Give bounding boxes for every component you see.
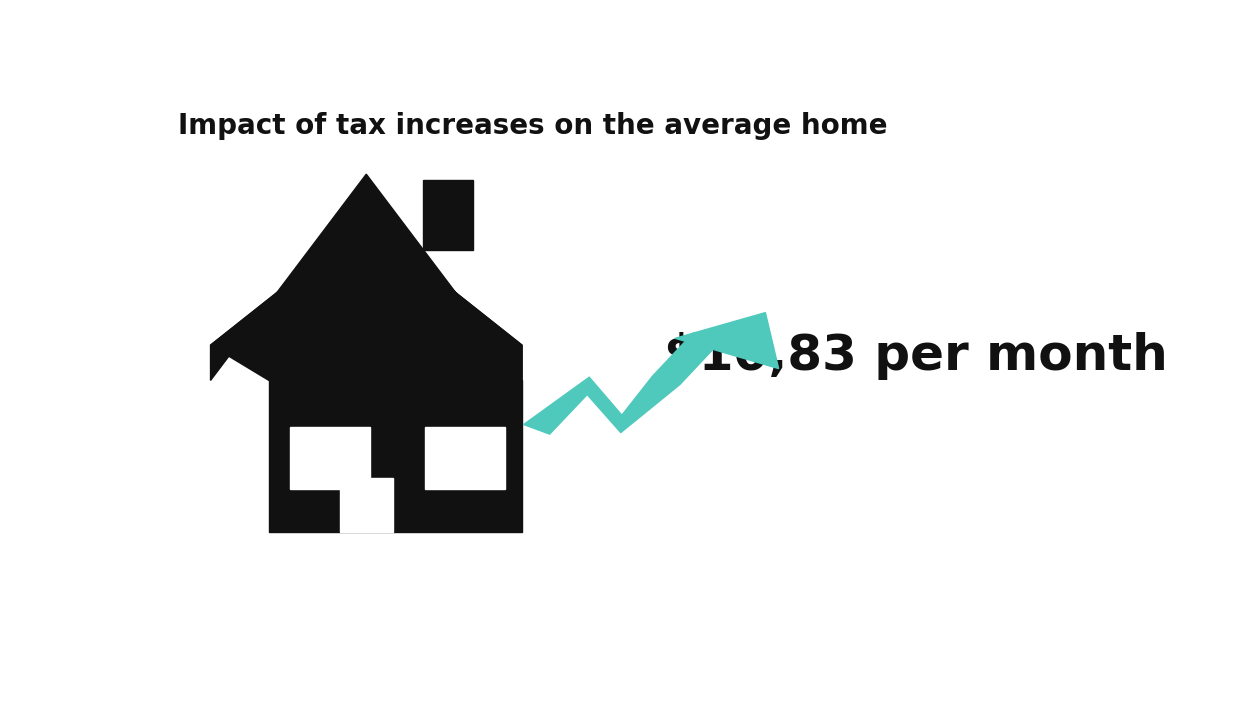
Bar [269,381,522,532]
Polygon shape [524,333,721,434]
Text: $10,83 per month: $10,83 per month [664,332,1168,380]
Text: Impact of tax increases on the average home: Impact of tax increases on the average h… [178,112,888,140]
Bar [290,427,371,489]
Bar [423,180,474,250]
Bar [339,478,393,532]
Polygon shape [211,174,522,381]
Bar [425,427,505,489]
Polygon shape [676,312,779,369]
Polygon shape [211,222,522,381]
